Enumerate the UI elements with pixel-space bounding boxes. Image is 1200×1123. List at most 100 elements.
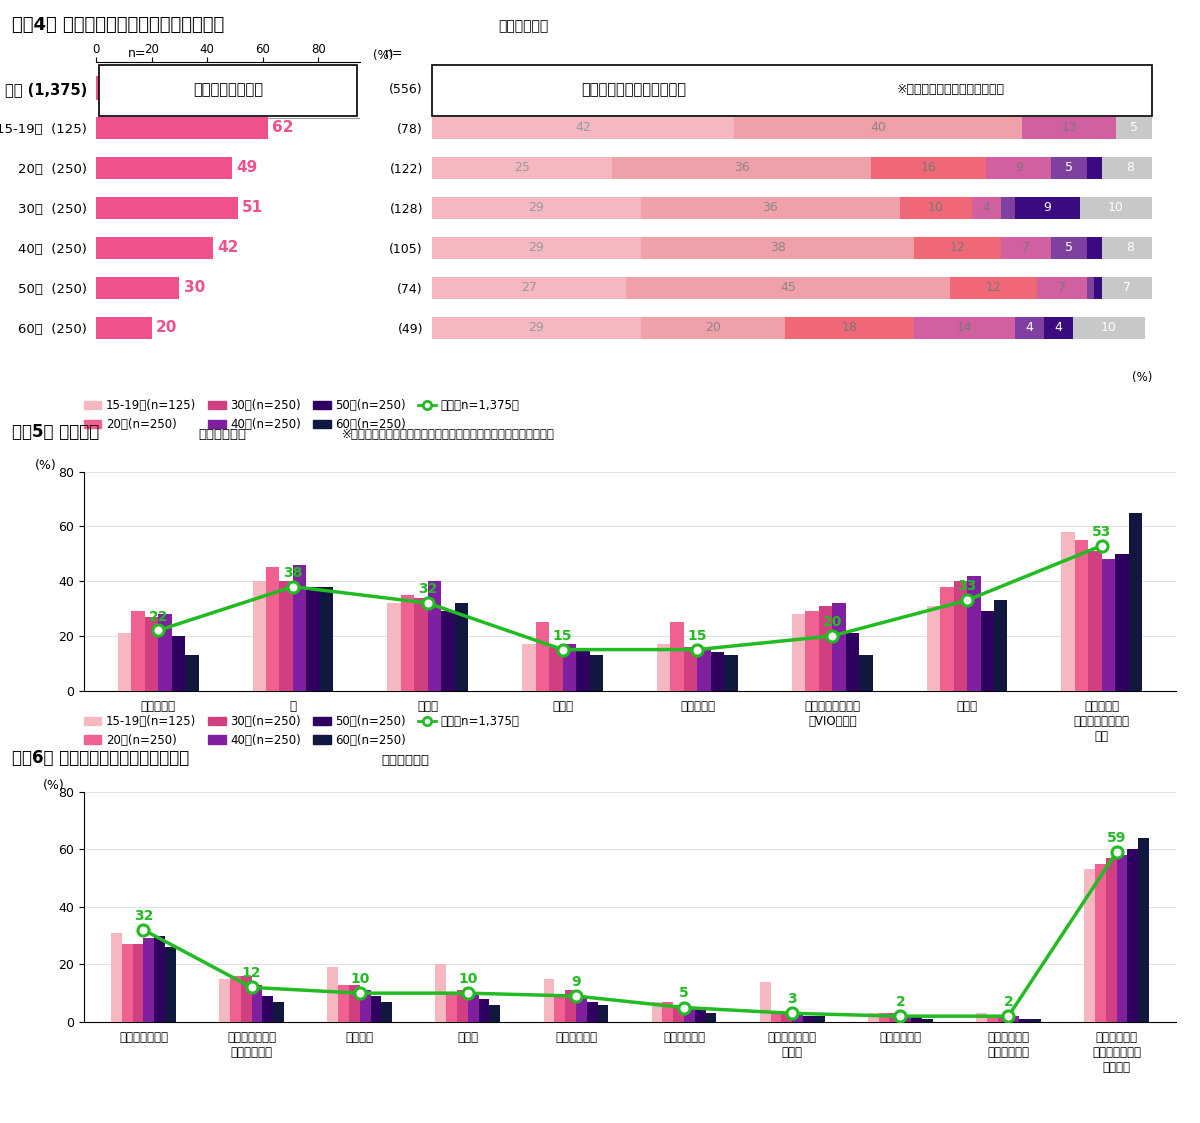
Text: 33: 33 [958,579,977,593]
Bar [1087,237,1102,258]
Bar [280,582,293,691]
Text: 40: 40 [211,80,233,95]
Bar [112,933,122,1022]
Bar [662,1002,673,1022]
Text: 22: 22 [149,610,168,623]
Text: ＜図6＞ 自分で行っているネイルケア: ＜図6＞ 自分で行っているネイルケア [12,749,190,767]
Text: 49: 49 [236,161,258,175]
Bar [950,276,1037,299]
Text: 4: 4 [983,201,990,214]
Bar [185,655,198,691]
Bar [695,1011,706,1022]
Text: 4: 4 [1026,321,1033,335]
Text: 29: 29 [528,241,545,254]
Bar [1073,75,1094,100]
Bar [589,655,604,691]
FancyBboxPatch shape [432,65,1152,116]
Text: 12: 12 [242,966,262,980]
Bar [818,605,833,691]
Text: 3: 3 [1079,81,1088,94]
Text: 2: 2 [895,995,905,1008]
Bar [432,197,641,219]
Bar [868,1013,878,1022]
Text: 13: 13 [952,81,971,94]
Bar [1008,75,1051,100]
Bar [976,1013,986,1022]
Bar [349,985,360,1022]
Bar [522,645,535,691]
Bar [900,197,972,219]
Bar [792,1013,803,1022]
Bar [166,947,176,1022]
Bar [479,999,490,1022]
Bar [792,614,805,691]
Bar [306,586,320,691]
Bar [725,655,738,691]
Bar [914,237,1001,258]
Bar [954,582,967,691]
Text: （複数回答）: （複数回答） [382,754,430,767]
Text: 10: 10 [1108,201,1124,214]
Bar [96,317,151,339]
Bar [338,985,349,1022]
Text: 32: 32 [133,909,154,923]
Bar [1051,237,1087,258]
Bar [360,990,371,1022]
Bar [652,1002,662,1022]
Bar [576,996,587,1022]
Bar [1051,157,1087,179]
Bar [833,603,846,691]
Bar [1037,276,1087,299]
Bar [122,944,133,1022]
Bar [781,1013,792,1022]
Text: 36: 36 [733,162,750,174]
Bar [576,649,589,691]
Text: 53: 53 [1092,524,1111,539]
Bar [587,1002,598,1022]
Text: 7: 7 [1123,281,1130,294]
Bar [1022,117,1116,139]
Bar [1087,276,1094,299]
Text: 29: 29 [528,201,545,214]
Bar [144,939,155,1022]
Bar [785,317,914,339]
Bar [926,605,940,691]
Bar [997,1016,1008,1022]
Bar [1015,317,1044,339]
Bar [914,75,1008,100]
Bar [940,586,954,691]
Bar [432,117,734,139]
Text: 30: 30 [184,281,205,295]
Text: ＜図4＞ 体毛の悩みと気になり始めた時期: ＜図4＞ 体毛の悩みと気になり始めた時期 [12,16,224,34]
Text: 2: 2 [1003,995,1013,1008]
Bar [414,597,427,691]
Bar [263,996,274,1022]
Text: 6: 6 [1025,81,1034,94]
Bar [914,317,1015,339]
Bar [1116,855,1127,1022]
Bar [734,117,1022,139]
Bar [554,996,565,1022]
Bar [1094,75,1152,100]
Bar [980,611,994,691]
Bar [1075,540,1088,691]
Bar [598,1005,608,1022]
Bar [442,611,455,691]
Text: 9: 9 [571,975,581,989]
Bar [563,645,576,691]
Bar [656,645,671,691]
Bar [972,197,1001,219]
Text: 40: 40 [870,121,887,135]
Bar [922,1019,932,1022]
Bar [1129,513,1142,691]
Text: 20: 20 [156,320,178,336]
Text: 8: 8 [1118,81,1128,94]
Bar [172,636,185,691]
Bar [145,617,158,691]
Text: n=: n= [385,47,403,61]
Bar [266,567,280,691]
Bar [401,595,414,691]
Bar [770,1013,781,1022]
Bar [274,1002,284,1022]
Text: 8: 8 [1127,241,1134,254]
